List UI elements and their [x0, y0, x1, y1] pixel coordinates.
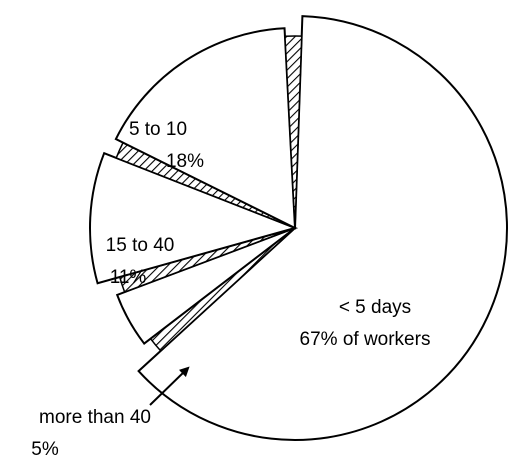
pie-slice	[114, 27, 297, 230]
pie-slice	[115, 227, 296, 345]
slice-label: 5 to 10	[129, 119, 187, 140]
pie-slice	[137, 15, 508, 441]
pie-slice	[89, 151, 299, 285]
slice-label: more than 40	[39, 407, 151, 428]
value-label: 67% of workers	[300, 329, 431, 350]
value-label: 11%	[110, 267, 147, 288]
slice-label: < 5 days	[339, 297, 411, 318]
slice-label: 15 to 40	[106, 235, 175, 256]
separator	[284, 35, 303, 229]
value-label: 5%	[31, 439, 59, 460]
pie	[89, 15, 508, 441]
value-label: 18%	[166, 151, 204, 172]
arrow	[149, 366, 190, 406]
